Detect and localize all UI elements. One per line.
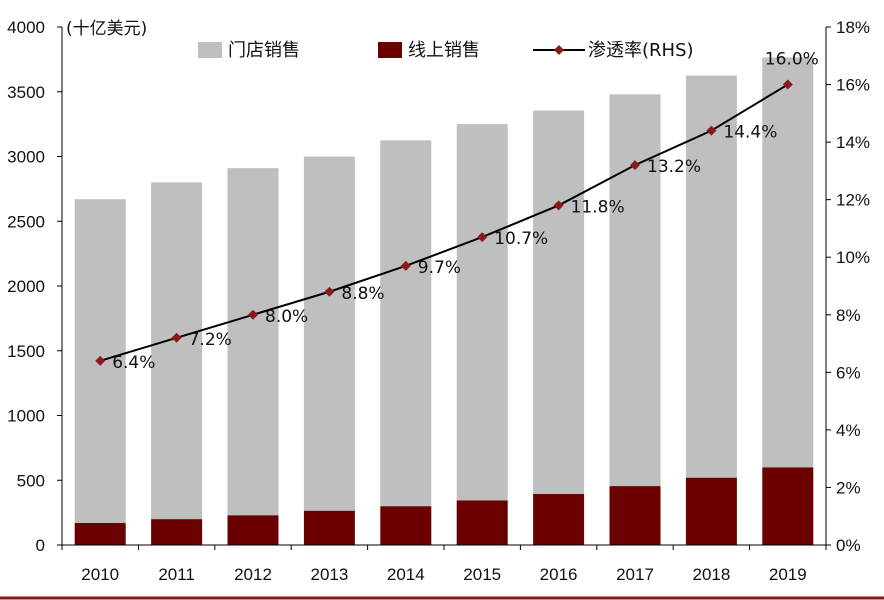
penetration-point	[400, 260, 411, 271]
legend: 门店销售 线上销售 渗透率(RHS)	[198, 40, 694, 61]
penetration-data-label: 10.7%	[494, 229, 548, 249]
left-tick-label: 3000	[7, 148, 45, 167]
penetration-data-label: 8.0%	[265, 307, 308, 327]
left-tick-label: 2500	[7, 212, 45, 231]
legend-marker-penetration	[554, 45, 564, 55]
bar-store	[685, 75, 737, 478]
penetration-point	[171, 332, 182, 343]
penetration-point	[706, 125, 717, 136]
right-tick-label: 8%	[836, 306, 861, 325]
x-tick-label: 2017	[616, 565, 654, 584]
right-tick-label: 10%	[836, 248, 870, 267]
penetration-data-label: 13.2%	[647, 157, 701, 177]
legend-swatch-store	[198, 42, 222, 58]
unit-label: (十亿美元)	[66, 19, 147, 39]
bar-online	[533, 493, 585, 545]
penetration-data-label: 7.2%	[189, 330, 232, 350]
x-tick-label: 2019	[769, 565, 807, 584]
bar-online	[151, 519, 203, 545]
left-tick-label: 2000	[7, 277, 45, 296]
bar-store	[609, 94, 661, 487]
legend-label-online: 线上销售	[408, 40, 480, 61]
penetration-data-label: 9.7%	[418, 258, 461, 278]
penetration-point	[553, 200, 564, 211]
bar-store	[151, 182, 203, 520]
legend-swatch-online	[378, 42, 402, 58]
left-tick-label: 500	[17, 471, 45, 490]
penetration-point	[630, 160, 640, 171]
x-tick-label: 2018	[692, 565, 730, 584]
penetration-point	[248, 309, 258, 320]
penetration-point	[95, 355, 106, 366]
bar-store	[762, 57, 814, 468]
bar-store	[227, 168, 279, 516]
left-tick-label: 3500	[7, 83, 45, 102]
penetration-line	[99, 83, 789, 362]
penetration-point	[324, 286, 335, 297]
bar-online	[380, 506, 432, 545]
right-tick-label: 14%	[836, 133, 870, 152]
right-tick-label: 2%	[836, 478, 861, 497]
bar-store	[380, 140, 432, 507]
penetration-point	[477, 232, 488, 243]
bar-store	[533, 110, 585, 494]
legend-label-store: 门店销售	[228, 40, 300, 61]
right-tick-label: 4%	[836, 421, 861, 440]
penetration-data-label: 11.8%	[571, 197, 625, 217]
bar-online	[227, 515, 279, 545]
left-tick-label: 4000	[7, 18, 45, 37]
right-tick-label: 12%	[836, 191, 870, 210]
bar-online	[685, 477, 737, 545]
x-tick-label: 2016	[540, 565, 578, 584]
left-tick-label: 0	[36, 536, 45, 555]
right-tick-label: 0%	[836, 536, 861, 555]
x-tick-label: 2013	[310, 565, 348, 584]
bar-online	[762, 467, 814, 545]
bar-store	[456, 124, 508, 501]
x-tick-label: 2011	[158, 565, 195, 584]
penetration-data-label: 8.8%	[341, 284, 384, 304]
left-tick-label: 1500	[7, 342, 45, 361]
penetration-data-label: 14.4%	[723, 123, 777, 143]
right-tick-label: 16%	[836, 76, 870, 95]
penetration-data-label: 6.4%	[112, 353, 155, 373]
penetration-point	[782, 79, 793, 90]
x-tick-label: 2014	[387, 565, 425, 584]
bars-layer	[74, 57, 814, 545]
right-tick-label: 6%	[836, 363, 861, 382]
line-layer	[95, 79, 793, 366]
x-tick-label: 2010	[81, 565, 119, 584]
bar-online	[609, 486, 661, 545]
right-tick-label: 18%	[836, 18, 870, 37]
axes-layer: 0 500 1000 1500 2000 2500 3000 3500 4000 0% 2% 4% 6%…	[7, 18, 870, 584]
bar-online	[74, 522, 126, 545]
bar-online	[456, 500, 508, 545]
penetration-data-label: 16.0%	[765, 50, 819, 70]
x-tick-label: 2015	[463, 565, 501, 584]
left-tick-label: 1000	[7, 407, 45, 426]
legend-label-penetration: 渗透率(RHS)	[588, 40, 694, 61]
labels-layer: 6.4% 7.2% 8.0% 8.8% 9.7% 10.7% 11.8% 13.2% 14.4%…	[112, 50, 819, 373]
x-tick-label: 2012	[234, 565, 272, 584]
bar-store	[303, 156, 355, 511]
bar-online	[303, 510, 355, 545]
